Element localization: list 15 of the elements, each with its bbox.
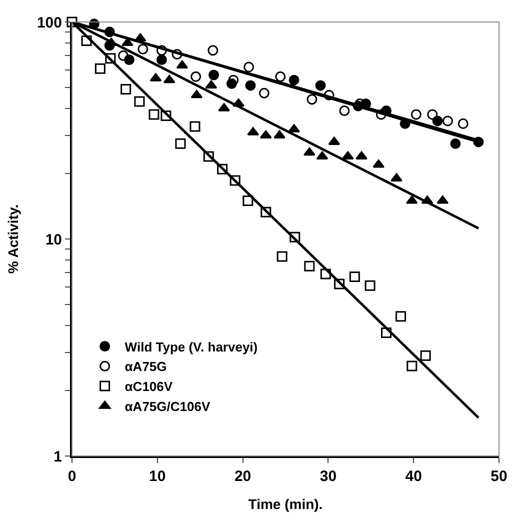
y-tick-label: 100 bbox=[36, 14, 62, 32]
x-axis-title: Time (min). bbox=[248, 496, 323, 512]
legend-label: Wild Type (V. harveyi) bbox=[124, 339, 258, 354]
y-tick-label: 1 bbox=[54, 448, 62, 466]
legend-label: αA75G bbox=[124, 359, 167, 374]
x-tick-label: 30 bbox=[320, 468, 337, 485]
x-tick-label: 20 bbox=[234, 468, 252, 485]
x-tick-label: 0 bbox=[68, 468, 76, 485]
legend-label: αA75G/C106V bbox=[124, 399, 210, 414]
x-tick-label: 10 bbox=[149, 468, 166, 485]
x-tick-label: 40 bbox=[405, 468, 422, 485]
legend-label: αC106V bbox=[124, 379, 173, 394]
y-axis-title: % Activity. bbox=[5, 204, 22, 274]
x-tick-label: 50 bbox=[490, 468, 508, 485]
y-tick-label: 10 bbox=[45, 231, 62, 248]
